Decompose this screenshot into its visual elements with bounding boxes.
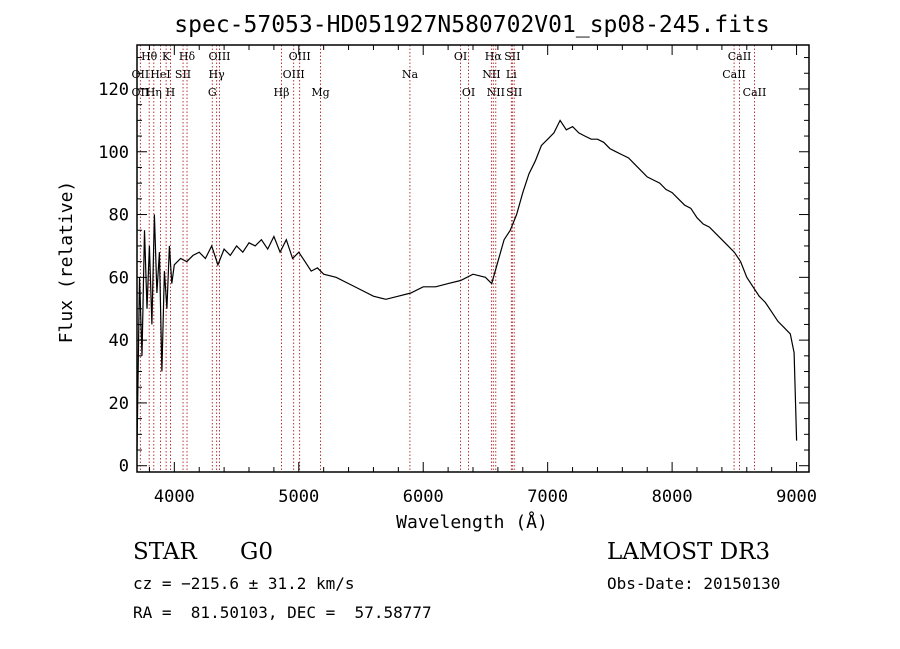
spectral-line-label: Hη [146,86,162,99]
redshift-readout: cz = −215.6 ± 31.2 km/s [133,574,355,593]
y-tick-label: 120 [98,80,129,100]
spectral-line-label: SII [506,86,522,99]
spectral-line-label: Na [402,68,419,81]
x-tick-label: 7000 [527,487,568,507]
spectral-line-label: SII [175,68,191,81]
y-tick-label: 20 [109,394,129,414]
spectral-line-markers [139,45,755,472]
y-axis-label: Flux (relative) [56,181,77,344]
spectral-line-label: Hθ [141,50,158,63]
spectral-line-label: OIII [208,50,230,63]
coordinates-readout: RA = 81.50103, DEC = 57.58777 [133,603,432,622]
spectral-line-label: CaII [743,86,767,99]
spectral-line-label: G [208,86,217,99]
x-axis-ticks: 4000 5000 6000 7000 8000 9000 [148,45,817,507]
spectral-line-label: Hδ [179,50,196,63]
x-axis-label: Wavelength (Å) [396,511,548,533]
spectral-line-label: Hα [485,50,503,63]
spectral-line-label: Hγ [209,68,226,81]
x-tick-label: 5000 [278,487,319,507]
plot-frame [136,44,810,473]
spectral-line-label: HeI [150,68,170,81]
x-tick-label: 8000 [652,487,693,507]
spectral-line-label: K [162,50,171,63]
x-tick-label: 9000 [776,487,817,507]
spectral-line-label: OI [462,86,475,99]
x-tick-label: 4000 [154,487,195,507]
spectral-line-label: OIII [289,50,311,63]
spectral-line-label: CaII [728,50,752,63]
y-tick-label: 80 [109,206,129,226]
spectral-line-label: CaII [722,68,746,81]
spectral-line-label: OI [454,50,467,63]
object-subclass: G0 [240,539,274,565]
y-tick-label: 100 [98,143,129,163]
y-tick-label: 40 [109,331,129,351]
spectrum-series [136,119,798,451]
spectral-line-label: OII [132,68,150,81]
spectral-line-label: OIII [283,68,305,81]
spectral-line-label: Li [506,68,517,81]
spectral-line-label: H [166,86,176,99]
x-tick-label: 6000 [403,487,444,507]
spectral-line-label: NII [487,86,505,99]
spectral-line-label: SII [504,50,520,63]
chart-title: spec-57053-HD051927N580702V01_sp08-245.f… [174,12,769,38]
y-tick-label: 0 [119,457,129,477]
obs-date: Obs-Date: 20150130 [607,574,781,593]
survey-label: LAMOST DR3 [607,539,771,565]
y-tick-label: 60 [109,268,129,288]
spectral-line-label: NII [482,68,500,81]
object-class: STAR [133,539,197,565]
y-axis-ticks: 0 20 40 60 80 100 120 [98,57,809,477]
spectral-line-label: Hβ [274,86,290,99]
spectral-line-label: Mg [311,86,329,99]
